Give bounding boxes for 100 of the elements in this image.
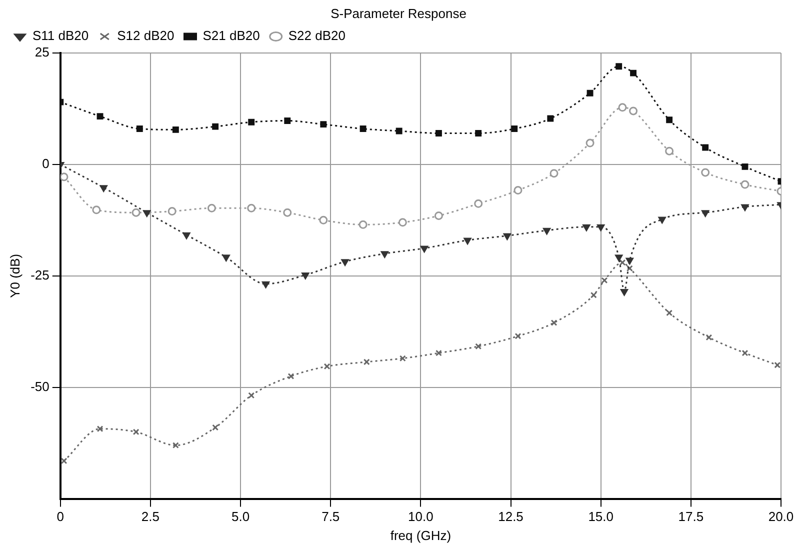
point	[514, 186, 522, 195]
point	[601, 277, 608, 284]
point	[319, 216, 328, 224]
point	[435, 130, 442, 136]
chart-title: S-Parameter Response	[330, 6, 468, 21]
point	[702, 144, 709, 151]
x-tick-label: 2.5	[141, 509, 160, 524]
point	[363, 358, 370, 366]
point	[398, 218, 407, 227]
point	[550, 319, 558, 326]
point	[207, 204, 216, 212]
legend-label: S21 dB20	[202, 28, 260, 44]
point	[586, 90, 594, 96]
point	[616, 63, 622, 70]
point	[701, 168, 710, 177]
point	[590, 292, 597, 298]
point	[132, 208, 140, 217]
point	[132, 428, 140, 436]
point	[434, 211, 443, 220]
x-tick-label: 7.5	[322, 509, 340, 524]
x-tick-label: 5.0	[232, 509, 250, 524]
point	[464, 238, 472, 244]
x-tick-label: 10.0	[408, 509, 434, 524]
point	[136, 126, 143, 132]
point	[324, 363, 330, 370]
point	[358, 220, 368, 229]
x-tick-label: 0	[56, 509, 64, 524]
point	[511, 126, 518, 132]
point	[248, 118, 255, 126]
y-axis-title: Y0 (dB)	[7, 254, 22, 298]
point	[420, 246, 428, 253]
point	[503, 233, 511, 240]
y-tick-label: -25	[30, 267, 50, 282]
point	[630, 70, 636, 76]
point	[514, 332, 522, 340]
point	[550, 169, 558, 178]
point	[96, 113, 104, 120]
point	[96, 426, 104, 432]
point	[742, 163, 748, 170]
point	[742, 350, 748, 356]
point	[100, 185, 108, 192]
point	[380, 251, 388, 258]
point	[341, 259, 349, 266]
point	[618, 103, 627, 112]
point	[620, 289, 628, 296]
point	[168, 207, 176, 216]
point	[212, 123, 219, 130]
x-axis-title: freq (GHz)	[390, 528, 452, 543]
point	[247, 204, 256, 212]
x-tick-label: 20.0	[768, 509, 794, 524]
point	[619, 259, 626, 266]
point	[741, 204, 749, 212]
point	[360, 126, 366, 132]
point	[248, 392, 255, 399]
x-tick-label: 15.0	[588, 509, 614, 524]
x-tick-label: 12.5	[498, 509, 524, 524]
point	[475, 343, 482, 350]
point	[320, 121, 327, 128]
point	[222, 254, 230, 262]
point	[474, 199, 483, 208]
point	[143, 210, 151, 217]
point	[666, 116, 673, 124]
point	[182, 232, 190, 240]
point	[60, 458, 68, 464]
point	[288, 372, 294, 380]
point	[92, 206, 101, 214]
point	[283, 208, 292, 217]
point	[396, 128, 402, 134]
point	[547, 115, 554, 122]
point	[629, 106, 638, 116]
point	[172, 126, 179, 133]
point	[172, 442, 179, 449]
point	[626, 265, 633, 272]
point	[666, 310, 673, 316]
y-tick-label: 25	[34, 44, 50, 60]
legend-label: S11 dB20	[32, 28, 89, 44]
y-tick-label: 0	[42, 156, 50, 172]
point	[665, 146, 674, 156]
point	[774, 362, 781, 368]
point	[212, 424, 219, 431]
point	[302, 272, 310, 280]
point	[284, 118, 291, 124]
point	[399, 355, 406, 362]
point	[262, 281, 270, 288]
point	[586, 138, 594, 148]
point	[60, 172, 68, 182]
point	[475, 130, 482, 136]
point	[702, 210, 710, 217]
y-tick-label: -50	[30, 378, 50, 394]
point	[582, 224, 590, 232]
point	[658, 216, 666, 224]
point	[615, 254, 623, 262]
x-tick-label: 17.5	[678, 509, 704, 524]
point	[706, 334, 712, 341]
point	[543, 228, 551, 235]
point	[435, 350, 442, 356]
legend-label: S12 dB20	[117, 28, 174, 44]
point	[626, 258, 634, 265]
point	[597, 224, 605, 232]
point	[740, 180, 750, 189]
